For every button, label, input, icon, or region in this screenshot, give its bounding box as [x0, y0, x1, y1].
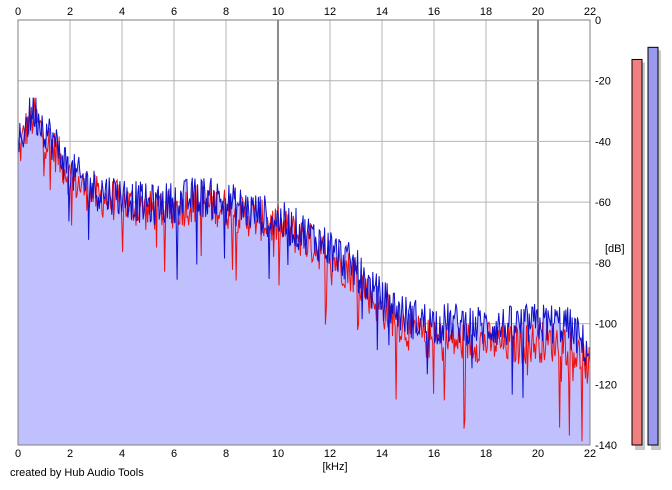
x-tick-label: 0	[15, 6, 21, 18]
y-tick-label: -100	[595, 319, 617, 331]
x-tick-label: 4	[119, 448, 125, 460]
x-tick-label: 8	[223, 6, 229, 18]
x-tick-label: 6	[171, 6, 177, 18]
series-line-blue	[17, 97, 591, 398]
x-tick-label: 6	[171, 448, 177, 460]
x-tick-label: 8	[223, 448, 229, 460]
x-axis-label: [kHz]	[322, 461, 347, 473]
x-tick-label: 20	[532, 6, 544, 18]
x-tick-label: 20	[532, 448, 544, 460]
x-tick-label: 16	[428, 6, 440, 18]
credit-text: created by Hub Audio Tools	[10, 467, 144, 479]
x-axis-top: 0 2 4 6 8 10 12 14 16 18 20 22	[15, 6, 596, 18]
x-tick-label: 14	[376, 6, 388, 18]
x-tick-label: 18	[480, 448, 492, 460]
x-tick-label: 4	[119, 6, 125, 18]
x-axis-bottom: 0 2 4 6 8 10 12 14 16 18 20 22	[15, 448, 596, 460]
x-tick-label: 18	[480, 6, 492, 18]
x-tick-label: 2	[67, 448, 73, 460]
y-tick-label: 0	[595, 15, 601, 27]
y-axis-label: [dB]	[605, 243, 625, 255]
x-tick-label: 22	[584, 448, 596, 460]
level-meter-bar	[631, 58, 643, 446]
x-tick-label: 12	[324, 6, 336, 18]
y-tick-label: -80	[595, 258, 611, 270]
y-tick-label: -60	[595, 197, 611, 209]
x-tick-label: 16	[428, 448, 440, 460]
y-tick-label: -20	[595, 76, 611, 88]
spectrum-fill-area	[18, 97, 590, 445]
level-meter-bar	[647, 46, 659, 446]
y-axis-right: 0 -20 -40 -60 -80 -100 -120 -140	[595, 15, 617, 452]
y-tick-label: -40	[595, 136, 611, 148]
x-tick-label: 0	[15, 448, 21, 460]
plot-border	[17, 19, 591, 446]
x-tick-label: 22	[584, 6, 596, 18]
y-tick-label: -140	[595, 440, 617, 452]
level-meters	[631, 46, 661, 450]
x-tick-label: 10	[272, 6, 284, 18]
x-tick-label: 14	[376, 448, 388, 460]
x-tick-label: 12	[324, 448, 336, 460]
x-tick-label: 2	[67, 6, 73, 18]
x-tick-label: 10	[272, 448, 284, 460]
y-tick-label: -120	[595, 379, 617, 391]
